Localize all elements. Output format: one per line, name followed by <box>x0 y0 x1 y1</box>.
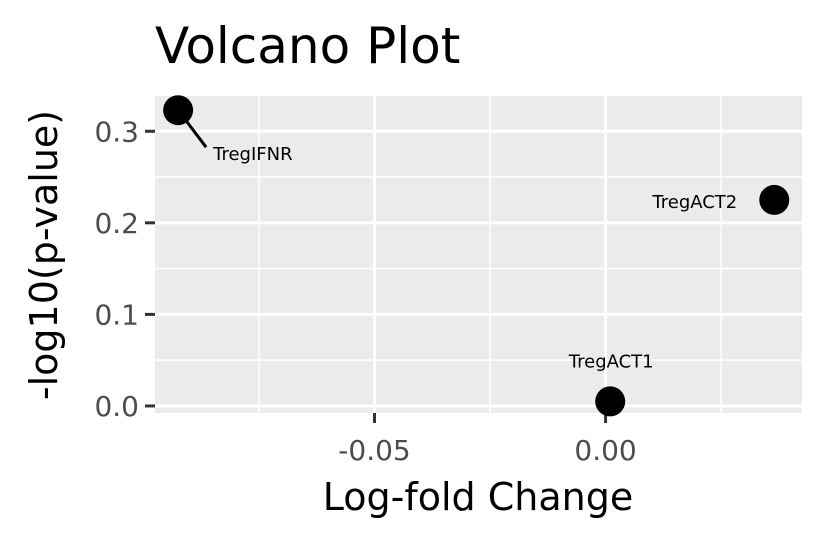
data-points <box>163 95 790 417</box>
data-point <box>759 184 790 215</box>
axis-tick-labels: -0.05 0.00 0.0 0.1 0.2 0.3 <box>94 115 636 467</box>
data-point-labels: TregIFNR TregACT2 TregACT1 <box>212 144 737 372</box>
y-tick-label: 0.0 <box>94 390 139 423</box>
data-point <box>595 386 626 417</box>
data-point-label: TregACT2 <box>651 192 737 213</box>
chart-title: Volcano Plot <box>155 17 460 75</box>
data-point <box>163 95 194 126</box>
x-tick-label: 0.00 <box>574 434 636 467</box>
x-tick-label: -0.05 <box>338 434 410 467</box>
y-axis-title: -log10(p-value) <box>22 110 66 400</box>
major-grid-lines <box>155 96 802 413</box>
y-tick-label: 0.2 <box>94 207 139 240</box>
x-axis-title: Log-fold Change <box>323 475 633 519</box>
minor-grid-lines <box>155 96 802 413</box>
data-point-label: TregIFNR <box>212 144 293 165</box>
data-point-label: TregACT1 <box>568 351 654 372</box>
y-tick-label: 0.3 <box>94 115 139 148</box>
y-tick-label: 0.1 <box>94 298 139 331</box>
